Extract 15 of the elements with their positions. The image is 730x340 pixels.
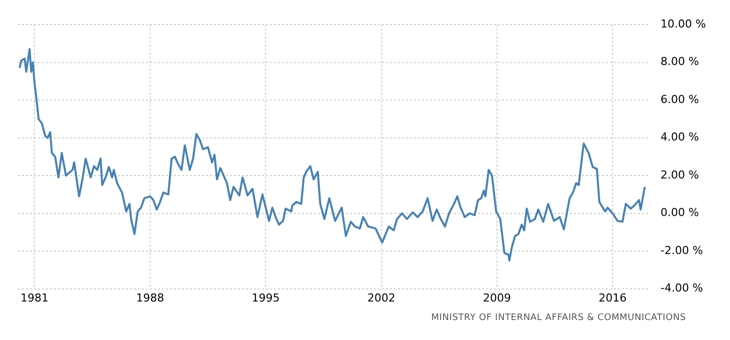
x-tick-label: 2009 <box>482 291 511 304</box>
x-tick-label: 1995 <box>252 291 280 304</box>
text: MINISTRY OF INTERNAL AFFAIRS & COMMUNICATIONS <box>431 313 686 323</box>
y-tick-label: 0.00 % <box>660 206 700 220</box>
y-tick-label: 2.00 % <box>660 168 700 182</box>
y-tick-label: 6.00 % <box>660 92 700 106</box>
y-tick-label: 10.00 % <box>660 17 706 30</box>
x-tick-label: 1988 <box>136 291 164 304</box>
x-tick-label: 2016 <box>598 291 627 304</box>
y-tick-label: -4.00 % <box>660 282 703 295</box>
x-tick-label: 1981 <box>20 291 49 304</box>
x-tick-label: 2002 <box>367 291 396 304</box>
y-tick-label: 4.00 % <box>660 130 700 144</box>
y-tick-label: 8.00 % <box>660 55 700 68</box>
y-tick-label: -2.00 % <box>660 244 703 257</box>
